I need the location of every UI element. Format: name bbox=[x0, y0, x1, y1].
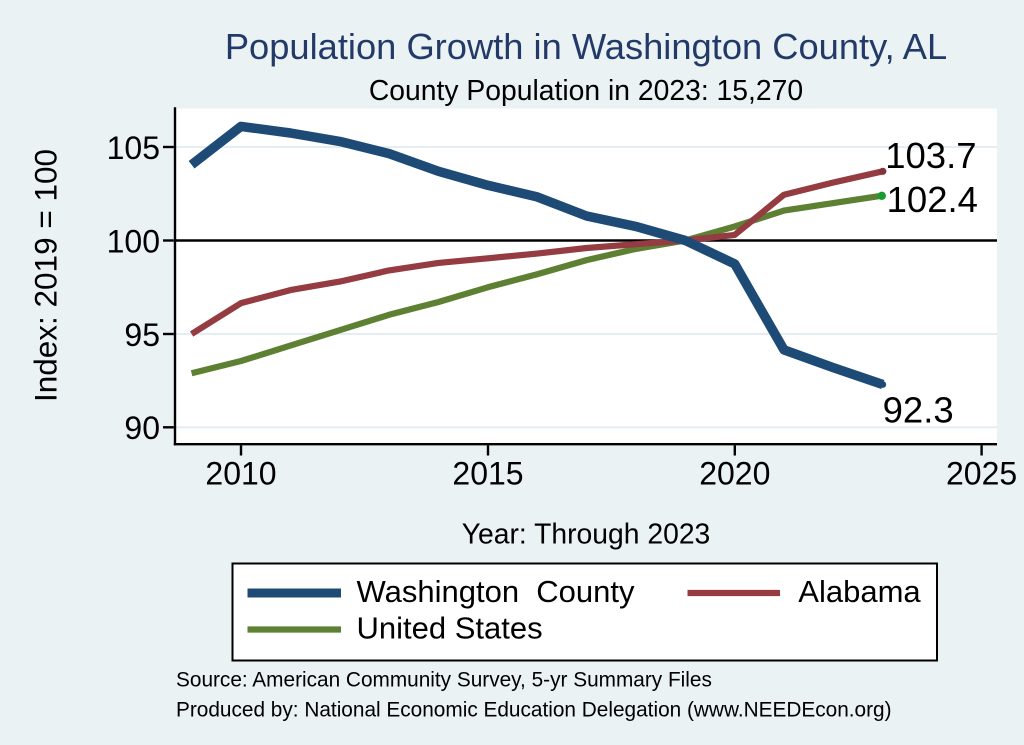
svg-text:92.3: 92.3 bbox=[883, 390, 954, 431]
svg-text:Washington County: Washington County bbox=[357, 574, 636, 609]
svg-text:Source: American Community Sur: Source: American Community Survey, 5-yr … bbox=[176, 668, 712, 691]
svg-text:2025: 2025 bbox=[946, 456, 1017, 492]
svg-text:95: 95 bbox=[124, 317, 160, 353]
svg-text:County Population in 2023: 15,: County Population in 2023: 15,270 bbox=[369, 74, 803, 106]
svg-text:Population Growth in Washingto: Population Growth in Washington County, … bbox=[225, 26, 947, 67]
svg-text:United States: United States bbox=[357, 611, 543, 646]
svg-text:103.7: 103.7 bbox=[885, 135, 976, 176]
svg-text:90: 90 bbox=[124, 410, 160, 446]
svg-text:Produced by: National Economic: Produced by: National Economic Education… bbox=[176, 698, 892, 721]
svg-text:Year: Through 2023: Year: Through 2023 bbox=[462, 518, 711, 550]
svg-text:102.4: 102.4 bbox=[887, 179, 978, 220]
svg-text:2010: 2010 bbox=[205, 456, 276, 492]
svg-text:Index: 2019 = 100: Index: 2019 = 100 bbox=[28, 149, 64, 402]
svg-text:105: 105 bbox=[107, 130, 160, 166]
svg-text:Alabama: Alabama bbox=[798, 574, 921, 609]
svg-text:2015: 2015 bbox=[452, 456, 523, 492]
svg-text:100: 100 bbox=[107, 223, 160, 259]
svg-text:2020: 2020 bbox=[699, 456, 770, 492]
